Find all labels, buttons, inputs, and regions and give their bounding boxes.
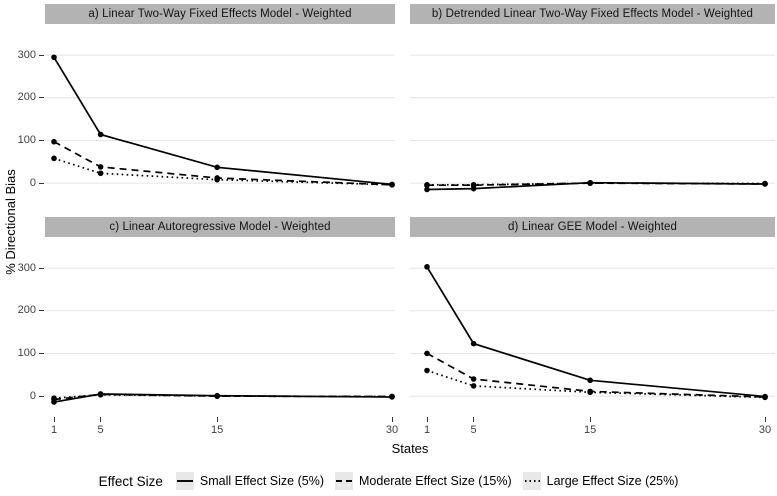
data-point — [587, 389, 593, 396]
legend-title: Effect Size — [98, 473, 163, 489]
x-tick-label: 15 — [584, 424, 597, 436]
facet-b-strip: b) Detrended Linear Two-Way Fixed Effect… — [410, 4, 775, 24]
data-point — [51, 54, 57, 61]
y-axis-tick — [39, 97, 44, 99]
y-tick-label: 0 — [29, 176, 36, 189]
legend: Effect Size Small Effect Size (5%) Moder… — [0, 472, 777, 490]
data-point — [762, 180, 768, 187]
y-axis-tick — [39, 352, 44, 354]
facet-d-strip: d) Linear GEE Model - Weighted — [410, 217, 775, 237]
data-point — [389, 393, 395, 400]
data-point — [51, 138, 57, 145]
y-tick-label: 100 — [17, 133, 36, 146]
data-point — [424, 182, 430, 188]
facet-a: a) Linear Two-Way Fixed Effects Model - … — [45, 4, 395, 204]
data-point — [424, 350, 430, 357]
facet-c-plot — [45, 237, 395, 417]
y-axis-tick — [39, 54, 44, 56]
data-point — [424, 264, 430, 270]
series-line-solid — [426, 266, 766, 398]
legend-item-small: Small Effect Size (5%) — [175, 472, 324, 490]
data-point — [97, 164, 104, 170]
legend-label-large: Large Effect Size (25%) — [546, 474, 679, 488]
data-point — [51, 155, 57, 162]
legend-label-moderate: Moderate Effect Size (15%) — [359, 474, 512, 488]
x-axis-tick — [216, 417, 218, 422]
y-tick-label: 0 — [29, 389, 36, 402]
data-point — [97, 392, 104, 398]
y-tick-label: 200 — [17, 304, 36, 317]
data-point — [470, 383, 477, 389]
x-tick-label: 5 — [97, 424, 104, 436]
series-line-dotted — [426, 369, 766, 399]
facet-a-plot — [45, 24, 395, 204]
data-point — [97, 170, 104, 177]
legend-item-large: Large Effect Size (25%) — [522, 472, 679, 490]
y-axis-tick — [39, 310, 44, 312]
y-axis-tick — [39, 182, 44, 184]
x-axis-tick — [589, 417, 591, 422]
series-line-dashed — [426, 352, 766, 398]
data-point — [587, 180, 593, 186]
x-axis-tick — [53, 417, 55, 422]
legend-item-moderate: Moderate Effect Size (15%) — [335, 472, 512, 490]
x-axis-tick — [473, 417, 475, 422]
data-point — [587, 377, 593, 384]
y-axis-tick — [39, 267, 44, 269]
y-tick-label: 300 — [17, 48, 36, 61]
data-point — [214, 164, 220, 171]
data-point — [470, 376, 477, 382]
x-axis-tick — [391, 417, 393, 422]
series-line-dotted — [53, 393, 393, 400]
data-point — [762, 394, 768, 401]
facet-c-strip: c) Linear Autoregressive Model - Weighte… — [45, 217, 395, 237]
facet-b: b) Detrended Linear Two-Way Fixed Effect… — [410, 4, 775, 204]
facet-c: c) Linear Autoregressive Model - Weighte… — [45, 217, 395, 417]
series-line-dotted — [53, 157, 393, 186]
y-axis-tick — [39, 139, 44, 141]
data-point — [214, 393, 220, 399]
y-axis-tick — [39, 395, 44, 397]
x-axis-tick — [764, 417, 766, 422]
x-tick-label: 1 — [423, 424, 431, 436]
data-point — [470, 182, 477, 188]
data-point — [389, 182, 395, 188]
series-line-dotted — [427, 182, 766, 186]
x-tick-label: 1 — [50, 424, 58, 436]
data-point — [214, 176, 220, 183]
x-tick-label: 15 — [211, 424, 224, 436]
y-tick-label: 300 — [17, 261, 36, 274]
x-axis-tick — [426, 417, 428, 422]
data-point — [470, 340, 477, 347]
x-tick-label: 30 — [758, 424, 772, 436]
x-axis-tick — [100, 417, 102, 422]
data-point — [51, 395, 57, 402]
x-axis-title: States — [391, 441, 429, 456]
legend-label-small: Small Effect Size (5%) — [199, 474, 324, 488]
facet-d-plot — [410, 237, 775, 417]
data-point — [97, 131, 104, 138]
x-tick-label: 30 — [385, 424, 399, 436]
data-point — [424, 186, 430, 193]
dotted-line-key-icon — [522, 472, 541, 490]
data-point — [424, 367, 430, 374]
y-tick-label: 200 — [17, 91, 36, 104]
x-tick-label: 5 — [470, 424, 477, 436]
series-line-dashed — [53, 140, 393, 186]
dashed-line-key-icon — [335, 472, 353, 490]
facet-d: d) Linear GEE Model - Weighted — [410, 217, 775, 417]
solid-line-key-icon — [175, 472, 194, 490]
series-line-solid — [53, 56, 393, 186]
facet-b-plot — [410, 24, 775, 204]
y-tick-label: 100 — [17, 346, 36, 359]
facet-a-strip: a) Linear Two-Way Fixed Effects Model - … — [45, 4, 395, 24]
